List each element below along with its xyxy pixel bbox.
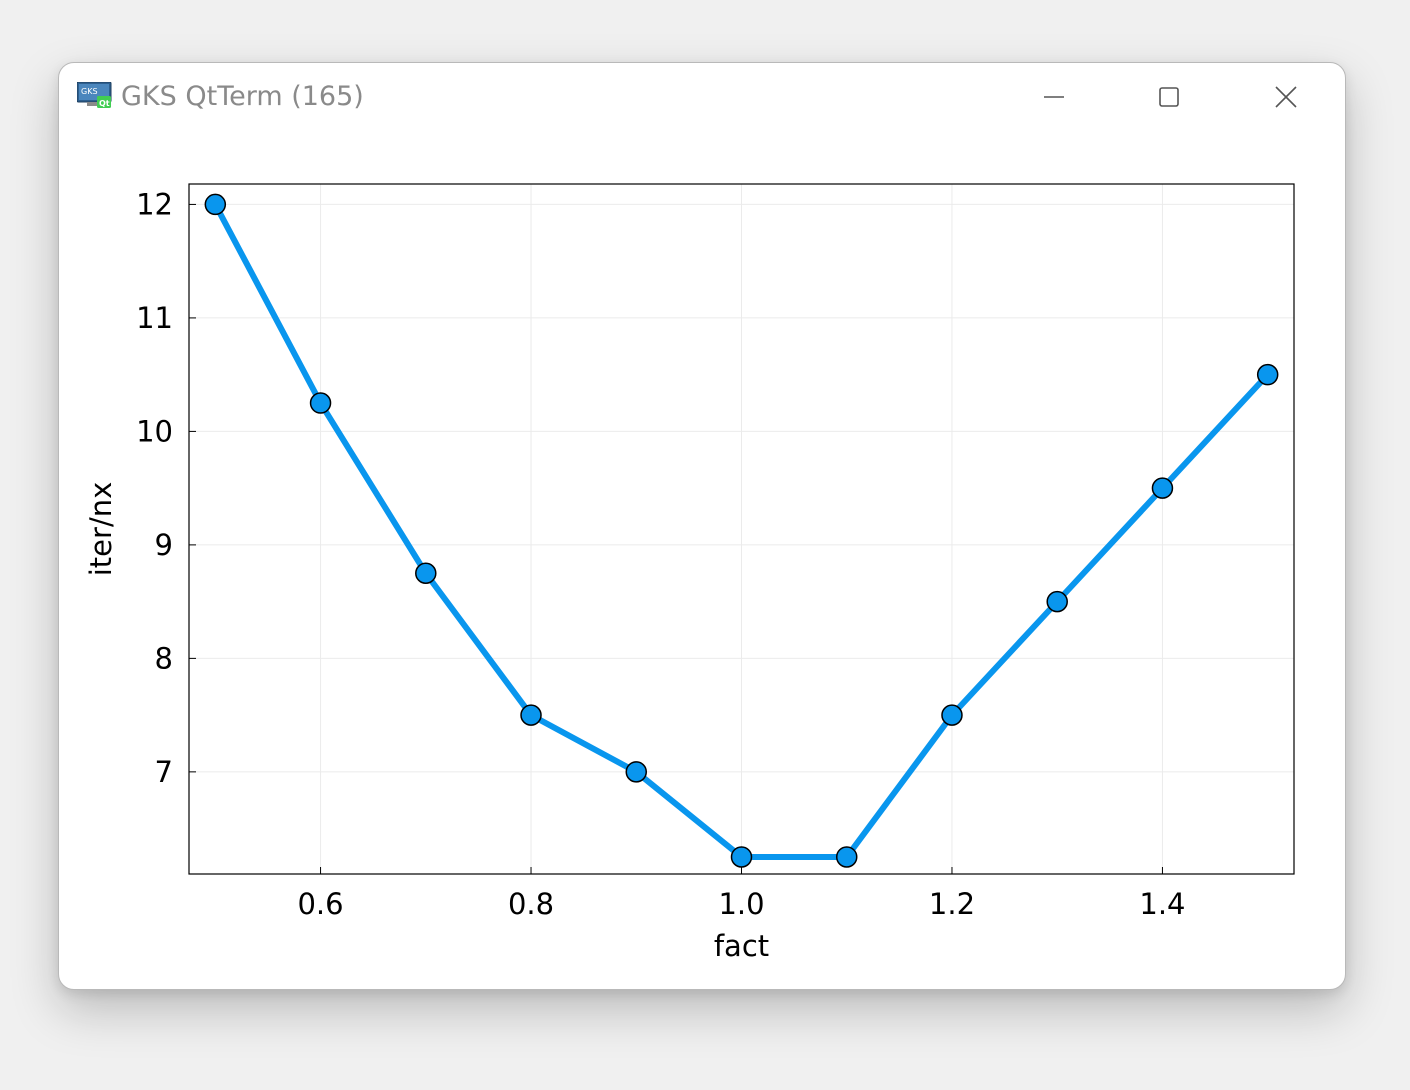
data-point-marker bbox=[1256, 363, 1279, 386]
y-axis-label: iter/nx bbox=[84, 482, 118, 577]
x-tick-label: 1.4 bbox=[1139, 887, 1185, 921]
close-icon bbox=[1275, 86, 1297, 108]
icon-text-gks: GKS bbox=[81, 87, 98, 96]
maximize-icon bbox=[1159, 87, 1179, 107]
window-title: GKS QtTerm (165) bbox=[121, 81, 364, 112]
y-tick-label: 11 bbox=[136, 301, 173, 335]
x-tick-label: 0.6 bbox=[297, 887, 343, 921]
y-tick-label: 7 bbox=[155, 755, 173, 789]
series-layer bbox=[204, 193, 1279, 868]
maximize-button[interactable] bbox=[1141, 75, 1197, 119]
axis-ticks: 0.6 0.8 1.0 1.2 1.4 7 8 9 10 11 12 bbox=[136, 187, 1185, 921]
title-bar[interactable]: GKS Qt GKS QtTerm (165) bbox=[59, 63, 1345, 131]
data-point-marker bbox=[204, 193, 227, 216]
y-tick-label: 8 bbox=[155, 641, 173, 675]
data-point-marker bbox=[1151, 477, 1174, 499]
gks-app-icon: GKS Qt bbox=[77, 82, 112, 108]
line-chart: 0.6 0.8 1.0 1.2 1.4 7 8 9 10 11 12 fact iter/nx bbox=[84, 183, 1295, 963]
data-point-marker bbox=[309, 392, 332, 414]
close-button[interactable] bbox=[1258, 75, 1314, 119]
y-tick-label: 10 bbox=[136, 414, 173, 448]
y-tick-label: 9 bbox=[155, 528, 173, 562]
data-point-marker bbox=[415, 562, 437, 585]
data-point-marker bbox=[1046, 590, 1068, 613]
data-point-marker bbox=[941, 704, 963, 726]
icon-text-qt: Qt bbox=[99, 99, 110, 108]
data-point-marker bbox=[520, 704, 542, 726]
x-tick-label: 1.0 bbox=[718, 887, 764, 921]
y-tick-label: 12 bbox=[136, 187, 173, 221]
data-point-marker bbox=[835, 846, 858, 868]
data-point-marker bbox=[730, 846, 753, 868]
x-tick-label: 0.8 bbox=[508, 887, 554, 921]
app-window: GKS Qt GKS QtTerm (165) 0.6 0.8 1.0 1.2 1.4 7… bbox=[58, 62, 1346, 990]
data-point-marker bbox=[625, 761, 648, 783]
minimize-button[interactable] bbox=[1026, 75, 1082, 119]
minimize-icon bbox=[1044, 96, 1064, 98]
x-tick-label: 1.2 bbox=[929, 887, 975, 921]
x-axis-label: fact bbox=[714, 929, 769, 963]
